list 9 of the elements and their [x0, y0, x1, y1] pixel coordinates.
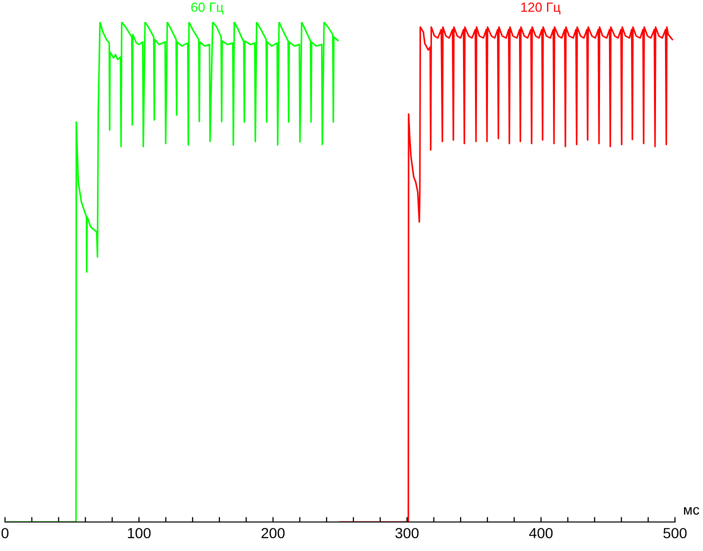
series-label: 120 Гц [521, 2, 560, 14]
x-tick-label: 0 [2, 528, 8, 538]
x-axis-title: мс [684, 507, 700, 515]
x-tick-label: 300 [395, 528, 419, 538]
x-tick-label: 500 [663, 528, 687, 538]
x-tick-label: 400 [529, 528, 553, 538]
x-tick-label: 200 [262, 528, 285, 538]
series-label: 60 Гц [191, 2, 224, 14]
x-tick-label: 100 [128, 528, 151, 538]
